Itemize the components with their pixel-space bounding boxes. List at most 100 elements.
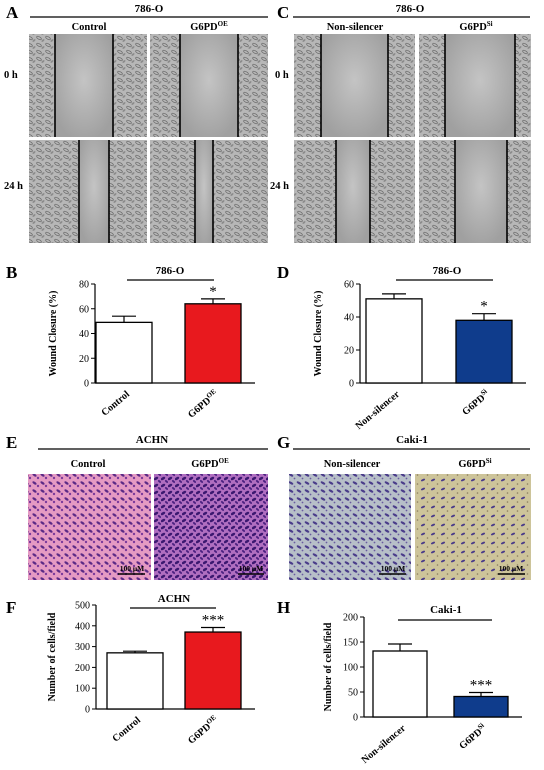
- x-tick-label: G6PDOE: [185, 387, 221, 420]
- x-tick-label-main: Non-silencer: [360, 723, 409, 766]
- chart-panel-D: D 786-O 0 20 40 60 Wound Closure (%) Non-silenc…: [277, 263, 526, 432]
- x-tick-label: Non-silencer: [360, 723, 409, 766]
- scale-bar-label: 100 μM: [381, 564, 405, 573]
- y-axis-label: Number of cells/field: [47, 612, 58, 701]
- bar: [365, 298, 423, 384]
- col-label-sup: Si: [487, 20, 493, 28]
- panel-letter: D: [277, 263, 289, 282]
- x-tick-label: Control: [110, 715, 143, 745]
- panel-letter: H: [277, 598, 290, 617]
- chart-panel-H: H Caki-1 0 50 100 150 200 Number of cells/field…: [277, 598, 522, 766]
- y-tick-label: 150: [343, 638, 358, 649]
- panel-letter: B: [6, 263, 17, 282]
- chart-panel-F: F ACHN 0 100 200 300 400 500 Number of cells/fie…: [6, 593, 255, 747]
- significance-marker: ***: [470, 678, 493, 694]
- y-tick-label: 80: [79, 280, 89, 291]
- y-tick-label: 20: [79, 354, 89, 365]
- y-axis-label: Wound Closure (%): [48, 291, 59, 377]
- scale-bar-label: 100 μM: [239, 564, 263, 573]
- y-tick-label: 500: [75, 601, 90, 612]
- row-label: 24 h: [270, 181, 289, 192]
- y-tick-label: 0: [85, 705, 90, 716]
- x-tick-label-main: Control: [99, 389, 132, 419]
- row-label: 0 h: [275, 70, 289, 81]
- significance-marker: *: [480, 299, 488, 315]
- panel-letter: A: [6, 3, 19, 22]
- y-tick-label: 40: [344, 313, 354, 324]
- chart-title: Caki-1: [430, 604, 462, 616]
- col-label-main: G6PD: [459, 22, 487, 33]
- col-label-sup: Si: [486, 457, 492, 465]
- panel-header: 786-O: [396, 3, 425, 15]
- micrograph-caki-nonsilencer: 100 μM: [289, 474, 411, 580]
- y-tick-label: 100: [343, 663, 358, 674]
- panel-E: E ACHN Control G6PDOE 100 μM 100 μM: [6, 433, 268, 580]
- micrograph-nonsilencer-24h: [294, 140, 415, 243]
- col-label: Control: [72, 22, 107, 33]
- col-label-main: G6PD: [191, 459, 219, 470]
- col-label: G6PDOE: [191, 457, 229, 470]
- bar: [453, 695, 509, 718]
- y-tick-label: 60: [79, 304, 89, 315]
- significance-marker: ***: [202, 612, 225, 628]
- panel-header: ACHN: [136, 434, 168, 446]
- bar: [372, 650, 428, 718]
- x-tick-label: G6PDOE: [185, 713, 221, 746]
- panel-A: A 786-O Control G6PDOE 0 h 24 h: [4, 3, 268, 243]
- col-label-main: G6PD: [458, 459, 486, 470]
- y-tick-label: 40: [79, 329, 89, 340]
- micrograph-nonsilencer-0h: [294, 34, 415, 137]
- micrograph-g6pd-24h: [150, 140, 268, 243]
- x-tick-label: Control: [99, 389, 132, 419]
- bar: [184, 631, 242, 710]
- y-tick-label: 50: [348, 688, 358, 699]
- y-tick-label: 0: [353, 713, 358, 724]
- col-label: G6PDOE: [190, 20, 228, 33]
- scale-bar-label: 100 μM: [499, 564, 523, 573]
- col-label-sup: OE: [219, 457, 229, 465]
- micrograph-achn-control: 100 μM: [28, 474, 151, 580]
- micrograph-g6pd-0h: [150, 34, 268, 137]
- bar: [106, 652, 164, 710]
- bar: [455, 319, 513, 384]
- x-tick-label-main: Non-silencer: [354, 389, 403, 432]
- y-tick-label: 20: [344, 346, 354, 357]
- x-tick-label-sup: Si: [476, 721, 486, 731]
- y-axis-label: Wound Closure (%): [313, 291, 324, 377]
- panel-letter: G: [277, 433, 290, 452]
- panel-header: 786-O: [135, 3, 164, 15]
- significance-marker: *: [209, 284, 217, 300]
- chart-panel-B: B 786-O 0 20 40 60 80 Wound Closure (%) Control *…: [6, 263, 255, 421]
- y-axis-label: Number of cells/field: [323, 622, 334, 711]
- x-tick-label: G6PDSi: [456, 721, 489, 752]
- y-tick-label: 300: [75, 642, 90, 653]
- x-tick-label: Non-silencer: [354, 389, 403, 432]
- panel-G: G Caki-1 Non-silencer G6PDSi 100 μM 100 …: [277, 433, 531, 580]
- panel-letter: E: [6, 433, 17, 452]
- y-tick-label: 400: [75, 621, 90, 632]
- micrograph-caki-g6pdsi: 100 μM: [415, 474, 531, 580]
- col-label: G6PDSi: [459, 20, 492, 33]
- panel-letter: C: [277, 3, 289, 22]
- col-label: G6PDSi: [458, 457, 491, 470]
- micrograph-control-0h: [29, 34, 147, 137]
- micrograph-g6pdsi-24h: [419, 140, 531, 243]
- col-label-sup: OE: [218, 20, 228, 28]
- scale-bar-label: 100 μM: [120, 564, 144, 573]
- col-label-main: G6PD: [190, 22, 218, 33]
- panel-header: Caki-1: [396, 434, 428, 446]
- col-label: Non-silencer: [324, 459, 381, 470]
- micrograph-control-24h: [29, 140, 147, 243]
- y-tick-label: 60: [344, 280, 354, 291]
- y-tick-label: 200: [75, 663, 90, 674]
- bar: [95, 321, 153, 384]
- micrograph-achn-g6pd: 100 μM: [154, 474, 268, 580]
- col-label: Control: [71, 459, 106, 470]
- y-tick-label: 0: [84, 379, 89, 390]
- x-tick-label-main: Control: [110, 715, 143, 745]
- chart-title: 786-O: [433, 265, 462, 277]
- y-tick-label: 200: [343, 613, 358, 624]
- col-label: Non-silencer: [327, 22, 384, 33]
- chart-title: 786-O: [156, 265, 185, 277]
